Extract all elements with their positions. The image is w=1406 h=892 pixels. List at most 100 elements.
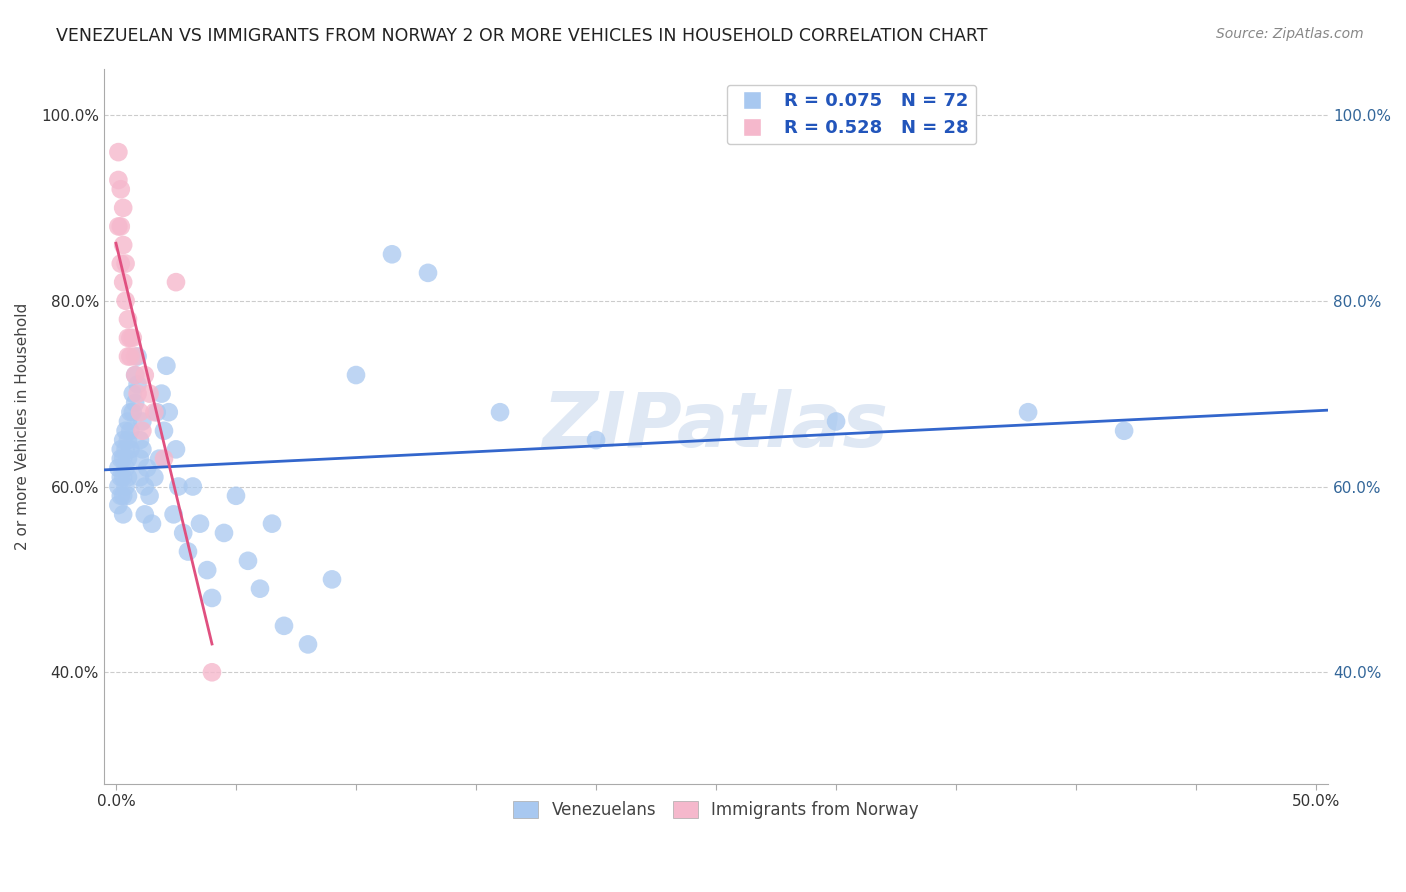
Point — [121, 386, 143, 401]
Point — [114, 442, 136, 457]
Point — [134, 368, 156, 382]
Point — [121, 331, 143, 345]
Point — [131, 415, 153, 429]
Point — [120, 350, 142, 364]
Point — [321, 573, 343, 587]
Point — [141, 516, 163, 531]
Point — [225, 489, 247, 503]
Point — [107, 173, 129, 187]
Point — [107, 219, 129, 234]
Point — [489, 405, 512, 419]
Point — [134, 479, 156, 493]
Point — [112, 508, 135, 522]
Point — [107, 498, 129, 512]
Point — [124, 368, 146, 382]
Point — [201, 665, 224, 680]
Point — [131, 424, 153, 438]
Point — [143, 405, 166, 419]
Point — [273, 619, 295, 633]
Point — [195, 563, 218, 577]
Point — [121, 405, 143, 419]
Point — [112, 201, 135, 215]
Point — [153, 424, 176, 438]
Text: VENEZUELAN VS IMMIGRANTS FROM NORWAY 2 OR MORE VEHICLES IN HOUSEHOLD CORRELATION: VENEZUELAN VS IMMIGRANTS FROM NORWAY 2 O… — [56, 27, 988, 45]
Point — [127, 386, 149, 401]
Text: Source: ZipAtlas.com: Source: ZipAtlas.com — [1216, 27, 1364, 41]
Point — [117, 489, 139, 503]
Point — [114, 256, 136, 270]
Point — [112, 451, 135, 466]
Point — [260, 516, 283, 531]
Point — [153, 451, 176, 466]
Point — [129, 405, 152, 419]
Point — [117, 415, 139, 429]
Point — [110, 451, 132, 466]
Point — [148, 451, 170, 466]
Point — [114, 424, 136, 438]
Point — [381, 247, 404, 261]
Point — [112, 238, 135, 252]
Point — [124, 368, 146, 382]
Point — [129, 451, 152, 466]
Point — [150, 386, 173, 401]
Point — [120, 405, 142, 419]
Point — [155, 359, 177, 373]
Point — [157, 405, 180, 419]
Point — [112, 433, 135, 447]
Point — [165, 442, 187, 457]
Point — [188, 516, 211, 531]
Point — [131, 442, 153, 457]
Point — [112, 470, 135, 484]
Point — [138, 386, 160, 401]
Point — [825, 415, 848, 429]
Point — [585, 433, 607, 447]
Point — [236, 554, 259, 568]
Point — [212, 525, 235, 540]
Point — [112, 489, 135, 503]
Point — [120, 442, 142, 457]
Point — [117, 350, 139, 364]
Point — [1017, 405, 1039, 419]
Point — [120, 331, 142, 345]
Point — [114, 479, 136, 493]
Point — [107, 461, 129, 475]
Point — [110, 256, 132, 270]
Point — [129, 433, 152, 447]
Point — [416, 266, 439, 280]
Point — [146, 405, 169, 419]
Point — [167, 479, 190, 493]
Point — [110, 182, 132, 196]
Point — [138, 489, 160, 503]
Point — [120, 424, 142, 438]
Text: ZIPatlas: ZIPatlas — [543, 389, 889, 463]
Point — [1114, 424, 1136, 438]
Point — [114, 461, 136, 475]
Point — [117, 312, 139, 326]
Point — [134, 508, 156, 522]
Point — [117, 433, 139, 447]
Point — [127, 377, 149, 392]
Point — [181, 479, 204, 493]
Point — [124, 396, 146, 410]
Point — [177, 544, 200, 558]
Point — [110, 489, 132, 503]
Point — [143, 470, 166, 484]
Point — [110, 470, 132, 484]
Legend: Venezuelans, Immigrants from Norway: Venezuelans, Immigrants from Norway — [506, 794, 925, 825]
Y-axis label: 2 or more Vehicles in Household: 2 or more Vehicles in Household — [15, 302, 30, 549]
Point — [107, 145, 129, 160]
Point — [344, 368, 367, 382]
Point — [110, 219, 132, 234]
Point — [127, 350, 149, 364]
Point — [114, 293, 136, 308]
Point — [117, 470, 139, 484]
Point — [162, 508, 184, 522]
Point — [107, 479, 129, 493]
Point — [172, 525, 194, 540]
Point — [117, 451, 139, 466]
Point — [124, 350, 146, 364]
Point — [297, 637, 319, 651]
Point — [129, 470, 152, 484]
Point — [136, 461, 159, 475]
Point — [249, 582, 271, 596]
